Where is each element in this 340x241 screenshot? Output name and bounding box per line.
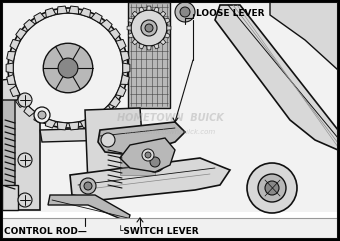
- Polygon shape: [121, 52, 129, 61]
- Polygon shape: [24, 105, 35, 116]
- Polygon shape: [109, 29, 120, 40]
- Circle shape: [43, 43, 93, 93]
- Polygon shape: [10, 86, 20, 97]
- Polygon shape: [101, 105, 112, 116]
- Polygon shape: [85, 108, 145, 185]
- Polygon shape: [34, 13, 45, 23]
- Polygon shape: [16, 29, 27, 40]
- Polygon shape: [139, 7, 144, 12]
- Polygon shape: [80, 119, 91, 128]
- Polygon shape: [154, 7, 159, 12]
- Polygon shape: [270, 2, 338, 70]
- Text: CONTROL ROD—: CONTROL ROD—: [4, 228, 87, 236]
- Polygon shape: [116, 40, 126, 50]
- Circle shape: [18, 93, 32, 107]
- Bar: [2, 2, 338, 212]
- Text: └SWITCH LEVER: └SWITCH LEVER: [118, 228, 199, 236]
- Polygon shape: [109, 96, 120, 107]
- Polygon shape: [98, 122, 185, 155]
- Polygon shape: [45, 8, 56, 17]
- Polygon shape: [116, 86, 126, 97]
- Polygon shape: [2, 78, 18, 100]
- Polygon shape: [128, 18, 133, 23]
- Polygon shape: [10, 80, 40, 210]
- Polygon shape: [7, 74, 15, 85]
- Circle shape: [145, 24, 153, 32]
- Circle shape: [84, 182, 92, 190]
- Circle shape: [18, 193, 32, 207]
- Polygon shape: [69, 122, 79, 130]
- Polygon shape: [128, 33, 133, 38]
- Circle shape: [145, 152, 165, 172]
- Circle shape: [131, 10, 167, 46]
- Polygon shape: [69, 6, 79, 14]
- Circle shape: [150, 157, 160, 167]
- Polygon shape: [45, 119, 56, 128]
- Polygon shape: [154, 44, 159, 49]
- Bar: [120, 155, 155, 175]
- Polygon shape: [147, 46, 151, 50]
- Polygon shape: [167, 26, 171, 30]
- Circle shape: [58, 58, 78, 78]
- Circle shape: [175, 2, 195, 22]
- Polygon shape: [165, 33, 170, 38]
- Polygon shape: [40, 128, 112, 142]
- Polygon shape: [123, 63, 130, 73]
- Polygon shape: [16, 96, 27, 107]
- Polygon shape: [7, 52, 15, 61]
- Circle shape: [180, 7, 190, 17]
- Polygon shape: [127, 26, 131, 30]
- Polygon shape: [160, 39, 166, 45]
- Circle shape: [38, 111, 46, 119]
- Polygon shape: [57, 122, 67, 130]
- Polygon shape: [147, 6, 151, 10]
- Circle shape: [265, 181, 279, 195]
- Polygon shape: [24, 20, 35, 31]
- Circle shape: [34, 107, 50, 123]
- Polygon shape: [215, 5, 338, 150]
- Polygon shape: [120, 138, 175, 172]
- Circle shape: [141, 20, 157, 36]
- Polygon shape: [132, 39, 138, 45]
- Circle shape: [80, 178, 96, 194]
- Polygon shape: [2, 185, 18, 210]
- Polygon shape: [121, 74, 129, 85]
- Circle shape: [13, 13, 123, 123]
- Polygon shape: [91, 13, 102, 23]
- Polygon shape: [2, 95, 15, 190]
- Text: LOOSE LEVER: LOOSE LEVER: [196, 9, 265, 19]
- Polygon shape: [128, 2, 170, 108]
- Polygon shape: [165, 18, 170, 23]
- Polygon shape: [160, 11, 166, 17]
- Polygon shape: [57, 6, 67, 14]
- Polygon shape: [6, 63, 13, 73]
- Text: HOMETOWN  BUICK: HOMETOWN BUICK: [117, 113, 223, 123]
- Polygon shape: [10, 40, 20, 50]
- Circle shape: [247, 163, 297, 213]
- Polygon shape: [101, 20, 112, 31]
- Circle shape: [101, 133, 115, 147]
- Polygon shape: [48, 195, 130, 222]
- Polygon shape: [139, 44, 144, 49]
- Text: www.hometownbuick.com: www.hometownbuick.com: [124, 129, 216, 135]
- Polygon shape: [132, 11, 138, 17]
- Circle shape: [145, 152, 151, 158]
- Polygon shape: [80, 8, 91, 17]
- Polygon shape: [34, 113, 45, 123]
- Circle shape: [142, 149, 154, 161]
- Circle shape: [18, 153, 32, 167]
- Polygon shape: [91, 113, 102, 123]
- Circle shape: [8, 8, 128, 128]
- Circle shape: [258, 174, 286, 202]
- Polygon shape: [70, 158, 230, 200]
- Bar: [2, 218, 338, 239]
